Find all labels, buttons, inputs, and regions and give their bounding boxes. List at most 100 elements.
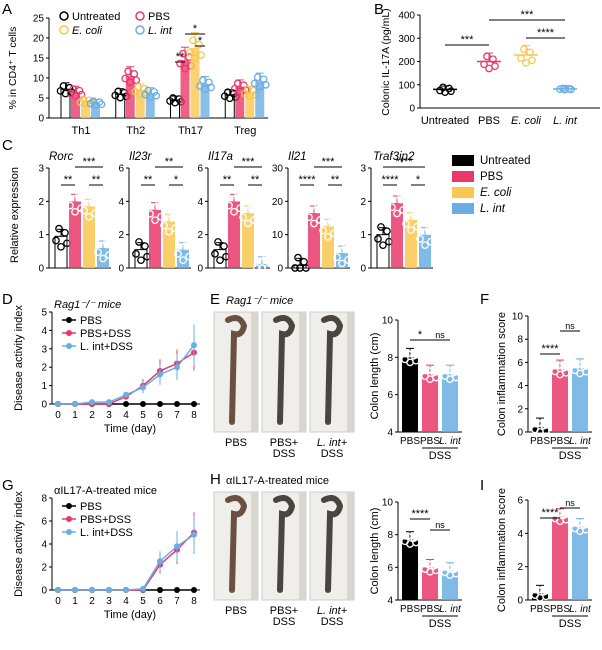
panel-c-legend-label: Untreated	[480, 155, 531, 167]
panel-a-point	[181, 64, 189, 73]
panel-c-point	[319, 226, 327, 235]
panel-g-xlabel: Time (day)	[104, 609, 156, 621]
panel-c-sig-label: **	[165, 156, 174, 168]
panel-c-point	[425, 227, 433, 236]
panel-c-gene-title: Il21	[288, 151, 307, 163]
panel-b-xtick-label: E. coli	[511, 115, 542, 127]
panel-c-legend-swatch	[452, 155, 474, 166]
panel-c-point	[296, 264, 304, 272]
panel-d-legend-label: PBS	[80, 315, 102, 327]
panel-c-legend-label: PBS	[480, 171, 503, 183]
panel-a-legend-label: Untreated	[72, 11, 120, 23]
panel-c-point	[149, 198, 157, 206]
panel-a-point	[225, 94, 234, 103]
panel-g-point	[89, 587, 95, 593]
panel-c-point	[177, 238, 185, 246]
panel-d-point	[174, 401, 180, 407]
panel-i-point	[536, 593, 544, 602]
panel-f-bar	[572, 368, 588, 432]
panel-c-point	[160, 221, 168, 230]
panel-a-legend-marker	[135, 11, 145, 21]
panel-c-sig-label: ***	[83, 156, 97, 168]
panel-d-point	[89, 399, 95, 406]
panel-a-sig-label: *	[198, 35, 203, 47]
panel-d-ytick-label: 4	[41, 326, 47, 337]
panel-c-sig-label: **	[331, 174, 340, 186]
panel-c-gene-title: Rorc	[49, 151, 74, 163]
panel-c-bar	[242, 213, 254, 268]
panel-c-point	[239, 213, 247, 222]
panel-c-point	[61, 228, 69, 237]
panel-c-point	[171, 224, 179, 233]
panel-c-sig-label: ****	[395, 156, 413, 168]
panel-c-il23r-ytick-label: 0	[118, 264, 124, 275]
panel-c-bar	[322, 226, 334, 268]
panel-b-point	[485, 64, 493, 73]
panel-e-bars-ytick-label: 4	[387, 428, 393, 439]
panel-d-ytick-label: 1	[41, 381, 47, 392]
panel-c-rorc-ytick-label: 3	[38, 164, 44, 175]
panel-c-point	[185, 252, 193, 261]
panel-c-point	[333, 253, 341, 262]
panel-c-sig-label: **	[223, 174, 232, 186]
panel-b-sig-label: ***	[521, 9, 535, 21]
panel-e-bars-ytick-label: 6	[387, 390, 393, 401]
panel-c-bar	[69, 201, 81, 268]
panel-c-point	[379, 241, 387, 250]
panel-c-point	[105, 251, 113, 259]
panel-h-bars-xtick-label: L. int	[439, 604, 462, 615]
panel-d-xtick-label: 8	[191, 410, 197, 421]
panel-a-point	[71, 92, 80, 100]
panel-f-ytick-label: 6	[517, 358, 523, 369]
panel-c-point	[137, 256, 145, 265]
panel-c-bar	[308, 213, 320, 268]
panel-c-point	[169, 213, 177, 222]
panel-e-bars-sig-label: *	[418, 329, 423, 341]
panel-c-point	[405, 208, 413, 216]
panel-h-photo-label: DSS	[321, 616, 344, 628]
panel-f-bar	[532, 427, 548, 432]
panel-c-il17a-ytick-label: 2	[197, 230, 203, 241]
panel-f-ytick-label: 0	[517, 428, 523, 439]
panel-d-xtick-label: 4	[123, 410, 129, 421]
panel-a-point	[199, 76, 207, 85]
panel-a-bar	[145, 93, 155, 118]
panel-c-sig-label: *	[416, 174, 421, 186]
panel-c-point	[244, 219, 252, 228]
panel-i-sig-label: ns	[565, 498, 575, 508]
panel-f-sig-label: ****	[541, 343, 559, 355]
panel-c-point	[262, 256, 270, 265]
panel-c-point	[55, 224, 63, 233]
panel-c-point	[407, 226, 415, 235]
panel-i-ytick-label: 2	[517, 562, 523, 573]
panel-c-point	[427, 237, 435, 246]
panel-a-point	[91, 101, 100, 109]
panel-a-point	[243, 85, 252, 93]
panel-f-point	[534, 419, 542, 428]
panel-b-point	[528, 56, 536, 65]
panel-c-point	[94, 248, 102, 257]
panel-a-bar	[255, 81, 265, 118]
panel-g-series-line	[58, 531, 195, 591]
panel-f-ytick-label: 10	[512, 312, 524, 323]
panel-c-point	[291, 264, 299, 272]
panel-c-bar	[177, 249, 189, 268]
panel-e-bars-bar	[422, 374, 438, 432]
panel-c-il17a-ytick-label: 4	[197, 197, 203, 208]
panel-i-point	[574, 519, 582, 528]
panel-g-xtick-label: 5	[140, 596, 146, 607]
panel-c-sig-label: **	[251, 174, 260, 186]
panel-b-point	[522, 59, 530, 67]
panel-a-point	[134, 83, 143, 91]
panel-i-point	[534, 586, 542, 594]
panel-a-point	[89, 97, 98, 105]
panel-c-point	[314, 205, 322, 214]
panel-h-ruler	[251, 492, 258, 600]
panel-d-ytick-label: 0	[41, 400, 47, 411]
panel-a-point	[169, 94, 177, 102]
panel-c-point	[242, 201, 250, 210]
panel-d-point	[106, 399, 112, 406]
panel-a-point	[69, 85, 78, 93]
panel-c-point	[397, 195, 405, 204]
panel-i-group-label: DSS	[559, 618, 582, 630]
